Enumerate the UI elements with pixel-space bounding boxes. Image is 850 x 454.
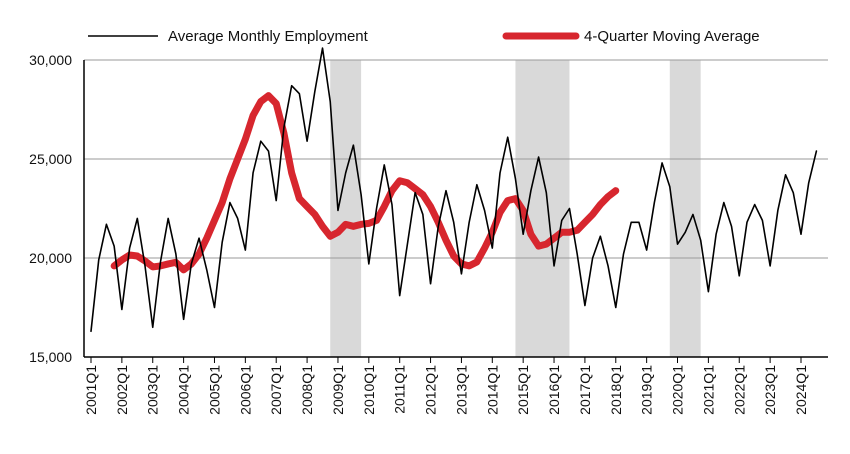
recession-band-3 — [669, 60, 701, 357]
x-tick-label: 2020Q1 — [670, 365, 686, 415]
axes: 15,000 20,000 25,000 30,000 2001Q1 2002Q1 2003… — [29, 52, 828, 415]
x-tick-label: 2021Q1 — [700, 365, 716, 415]
x-tick-label: 2001Q1 — [83, 365, 99, 415]
x-tick-label: 2005Q1 — [206, 365, 222, 415]
x-tick-label: 2015Q1 — [515, 365, 531, 415]
y-tick-label: 20,000 — [29, 250, 72, 266]
y-tick-label: 25,000 — [29, 151, 72, 167]
x-tick-label: 2019Q1 — [639, 365, 655, 415]
y-tick-label: 30,000 — [29, 52, 72, 68]
x-tick-label: 2024Q1 — [793, 365, 809, 415]
x-tick-label: 2008Q1 — [299, 365, 315, 415]
x-tick-label: 2014Q1 — [484, 365, 500, 415]
x-tick-label: 2004Q1 — [176, 365, 192, 415]
x-tick-label: 2023Q1 — [762, 365, 778, 415]
x-tick-label: 2011Q1 — [392, 365, 408, 414]
x-tick-label: 2007Q1 — [268, 365, 284, 415]
x-tick-label: 2017Q1 — [577, 365, 593, 415]
x-tick-label: 2010Q1 — [361, 365, 377, 415]
recession-band-1 — [330, 60, 362, 357]
x-tick-label: 2022Q1 — [731, 365, 747, 415]
x-tick-label: 2006Q1 — [237, 365, 253, 415]
series-lines — [90, 47, 818, 333]
legend-label-moving-average: 4-Quarter Moving Average — [584, 28, 760, 45]
gridlines — [84, 59, 828, 259]
x-tick-label: 2016Q1 — [546, 365, 562, 415]
y-tick-label: 15,000 — [29, 349, 72, 365]
x-tick-label: 2003Q1 — [145, 365, 161, 415]
x-tick-label: 2002Q1 — [114, 365, 130, 415]
legend-label-employment: Average Monthly Employment — [168, 28, 369, 45]
x-tick-label: 2012Q1 — [423, 365, 439, 415]
x-tick-label: 2018Q1 — [608, 365, 624, 415]
x-tick-label: 2009Q1 — [330, 365, 346, 415]
x-tick-label: 2013Q1 — [453, 365, 469, 415]
series-line-employment — [90, 47, 818, 333]
legend: Average Monthly Employment 4-Quarter Mov… — [88, 28, 760, 45]
recession-bands — [330, 60, 701, 357]
